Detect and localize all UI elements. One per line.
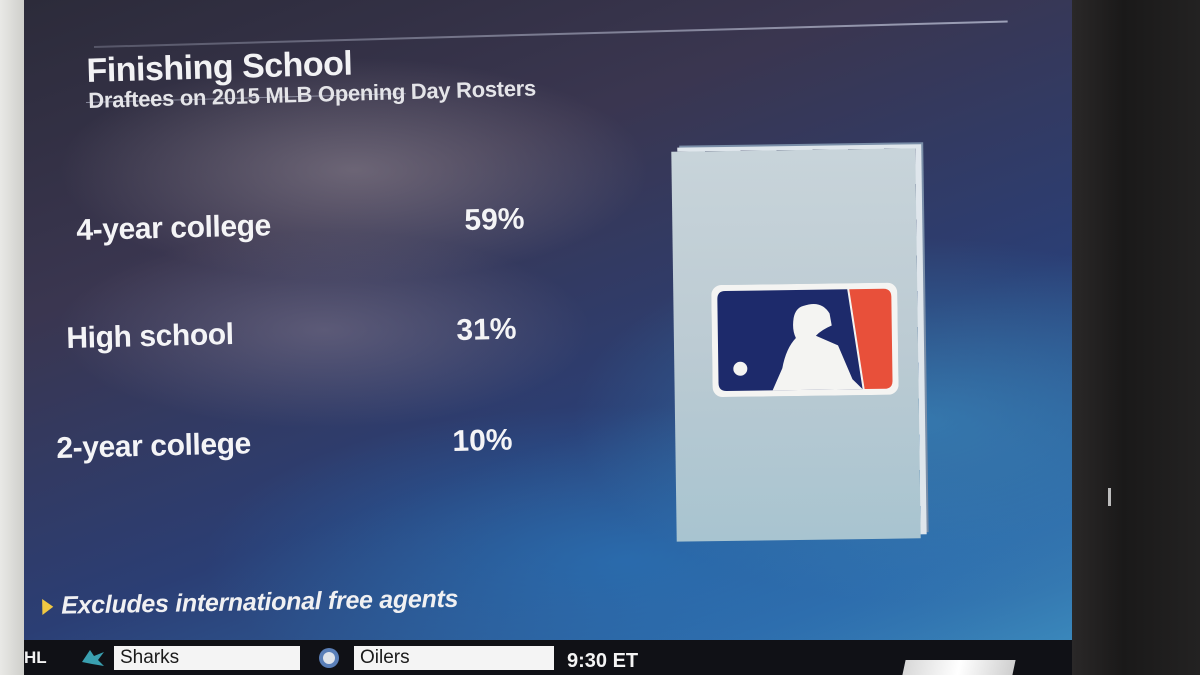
row-label-2-year-college: 2-year college <box>56 427 252 465</box>
logo-card <box>671 148 921 542</box>
score-ticker: HL Sharks Oilers 9:30 ET <box>24 640 1072 675</box>
tv-bezel-right <box>1072 0 1200 675</box>
team-oilers: Oilers <box>354 646 554 670</box>
team-sharks: Sharks <box>114 646 300 670</box>
footnote-text: Excludes international free agents <box>60 584 459 620</box>
tv-screen: Finishing School Draftees on 2015 MLB Op… <box>24 0 1072 675</box>
tv-bezel-left <box>0 0 24 675</box>
row-label-high-school: High school <box>66 317 235 355</box>
sharks-logo-icon <box>82 650 104 666</box>
row-value-2-year-college: 10% <box>452 423 513 458</box>
bezel-indicator <box>1108 488 1111 506</box>
triangle-bullet-icon <box>42 598 54 615</box>
network-logo-icon <box>902 660 1016 675</box>
row-value-4-year-college: 59% <box>464 202 525 237</box>
league-label: HL <box>24 648 47 667</box>
game-time: 9:30 ET <box>567 650 639 672</box>
footnote: Excludes international free agents <box>42 585 458 621</box>
oilers-logo-icon <box>319 648 339 668</box>
title-rule <box>93 20 1008 48</box>
mlb-logo-icon <box>711 282 899 398</box>
row-label-4-year-college: 4-year college <box>76 209 272 247</box>
row-value-high-school: 31% <box>456 312 517 347</box>
